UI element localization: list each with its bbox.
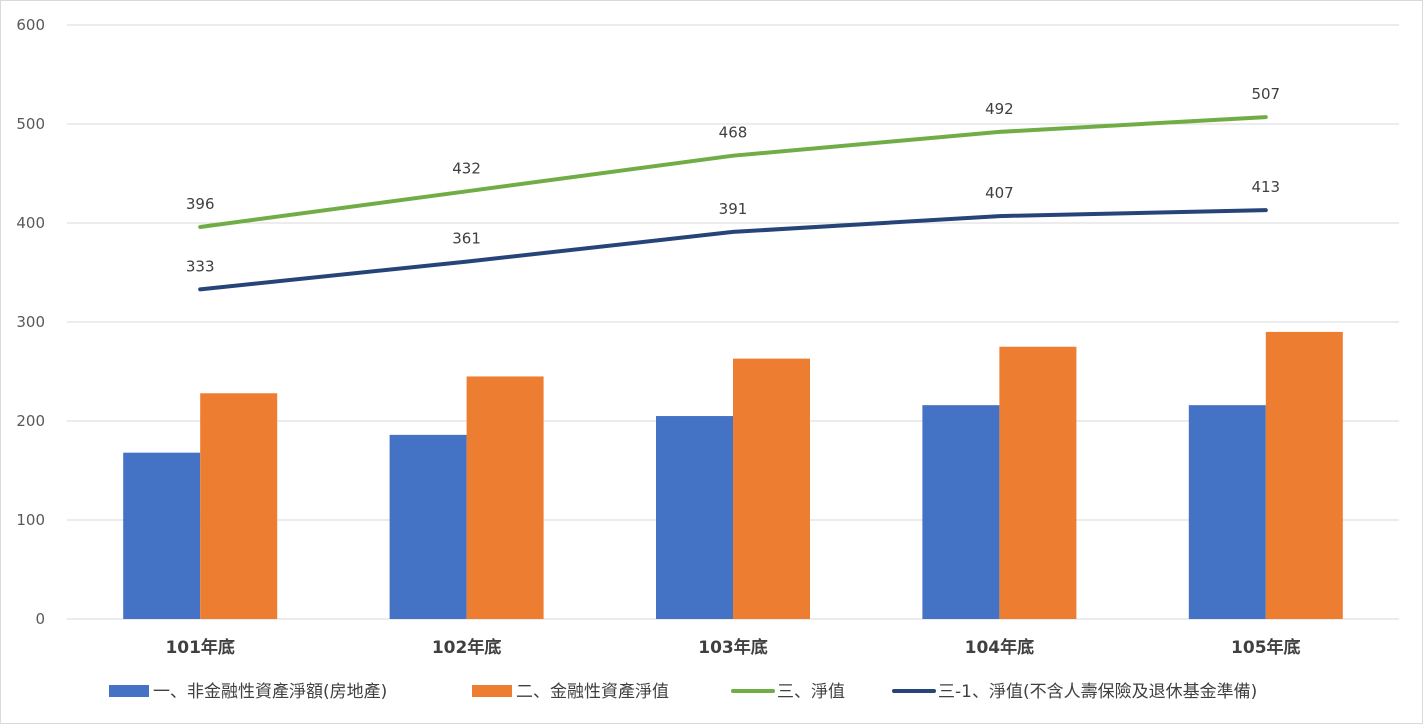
y-tick-label-0: 0 bbox=[35, 610, 45, 628]
data-label-series4-0: 333 bbox=[186, 257, 215, 275]
y-tick-label-200: 200 bbox=[16, 412, 45, 430]
line-series3 bbox=[198, 115, 1268, 229]
legend-label-4: 三-1、淨值(不含人壽保險及退休基金準備) bbox=[938, 682, 1257, 702]
y-tick-label-100: 100 bbox=[16, 511, 45, 529]
data-label-series4-4: 413 bbox=[1251, 178, 1280, 196]
bar-series2-3 bbox=[999, 346, 1077, 619]
bar-series1-4 bbox=[1188, 405, 1266, 619]
data-label-series4-3: 407 bbox=[985, 184, 1014, 202]
x-tick-label-3: 104年底 bbox=[965, 637, 1035, 658]
x-tick-label-0: 101年底 bbox=[165, 637, 235, 658]
bar-series1-3 bbox=[922, 405, 1000, 619]
bar-series2-4 bbox=[1265, 331, 1343, 619]
bar-series2-2 bbox=[733, 358, 810, 619]
legend: 一、非金融性資產淨額(房地產) 二、金融性資產淨值 三、淨值 三-1、淨值(不含人壽保… bbox=[109, 682, 1257, 702]
data-label-series3-4: 507 bbox=[1251, 85, 1280, 103]
x-tick-label-1: 102年底 bbox=[432, 637, 502, 658]
legend-label-2: 二、金融性資產淨值 bbox=[516, 682, 669, 702]
x-axis-ticks: 101年底 102年底 103年底 104年底 105年底 bbox=[165, 637, 1300, 658]
y-tick-label-400: 400 bbox=[16, 214, 45, 232]
x-tick-label-2: 103年底 bbox=[698, 637, 768, 658]
data-label-series3-1: 432 bbox=[452, 159, 481, 177]
bar-series2-0 bbox=[200, 393, 278, 619]
x-tick-label-4: 105年底 bbox=[1231, 637, 1301, 658]
bar-series1-0 bbox=[123, 452, 201, 619]
legend-label-1: 一、非金融性資產淨額(房地產) bbox=[153, 682, 387, 702]
data-label-series3-0: 396 bbox=[186, 195, 215, 213]
legend-label-3: 三、淨值 bbox=[777, 682, 845, 702]
data-label-series4-2: 391 bbox=[719, 200, 748, 218]
bar-series2-1 bbox=[466, 376, 544, 619]
y-tick-label-500: 500 bbox=[16, 115, 45, 133]
bars bbox=[123, 331, 1343, 619]
legend-swatch-2 bbox=[472, 685, 512, 697]
y-tick-label-300: 300 bbox=[16, 313, 45, 331]
data-labels: 396 432 468 492 507 333 361 391 407 413 bbox=[186, 85, 1280, 275]
data-label-series4-1: 361 bbox=[452, 230, 481, 248]
y-axis-ticks: 0 100 200 300 400 500 600 bbox=[16, 16, 45, 628]
y-tick-label-600: 600 bbox=[16, 16, 45, 34]
data-label-series3-2: 468 bbox=[719, 124, 748, 142]
legend-swatch-1 bbox=[109, 685, 149, 697]
lines bbox=[198, 115, 1268, 292]
bar-series1-2 bbox=[656, 416, 733, 619]
data-label-series3-3: 492 bbox=[985, 100, 1014, 118]
line-series4 bbox=[198, 208, 1268, 292]
bar-series1-1 bbox=[389, 434, 467, 619]
